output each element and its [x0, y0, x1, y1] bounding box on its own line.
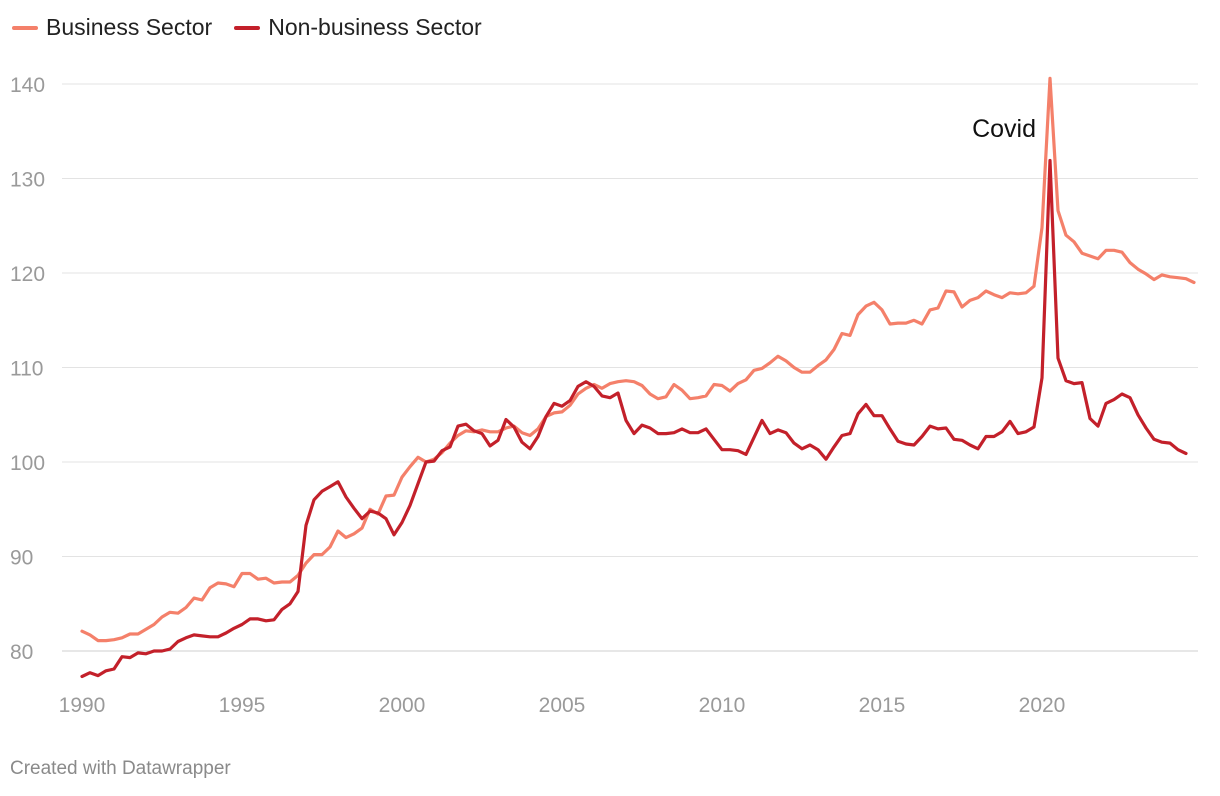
- y-tick-label-140: 140: [10, 74, 45, 97]
- legend: Business Sector Non-business Sector: [12, 14, 482, 41]
- y-tick-label-100: 100: [10, 452, 45, 475]
- x-tick-label-2010: 2010: [699, 694, 746, 717]
- legend-label-non-business: Non-business Sector: [268, 14, 482, 40]
- y-tick-label-110: 110: [10, 358, 43, 381]
- annotation-covid: Covid: [972, 115, 1036, 143]
- grid-lines: [62, 83, 1198, 652]
- y-tick-label-130: 130: [10, 169, 45, 192]
- x-tick-label-2020: 2020: [1019, 694, 1066, 717]
- annotations: Covid: [972, 115, 1036, 143]
- y-tick-label-80: 80: [10, 641, 33, 664]
- x-tick-label-1990: 1990: [59, 694, 106, 717]
- x-tick-label-2005: 2005: [539, 694, 586, 717]
- legend-item-non-business: Non-business Sector: [234, 14, 482, 41]
- series-line-non-business: [80, 158, 1188, 679]
- legend-swatch-non-business: [234, 25, 261, 30]
- x-tick-label-2015: 2015: [859, 694, 906, 717]
- series-line-business: [80, 76, 1196, 643]
- y-tick-label-120: 120: [10, 263, 45, 286]
- legend-item-business: Business Sector: [12, 14, 212, 41]
- series-lines: [80, 76, 1196, 679]
- legend-swatch-business: [12, 25, 38, 30]
- y-axis-ticks: 80 90 100 110 120 130 140: [10, 74, 45, 664]
- footer-credit: Created with Datawrapper: [10, 758, 231, 779]
- x-axis-ticks: 1990 1995 2000 2005 2010 2015 2020: [59, 694, 1066, 717]
- legend-label-business: Business Sector: [46, 14, 213, 40]
- x-tick-label-1995: 1995: [219, 694, 266, 717]
- x-tick-label-2000: 2000: [379, 694, 426, 717]
- y-tick-label-90: 90: [10, 547, 33, 570]
